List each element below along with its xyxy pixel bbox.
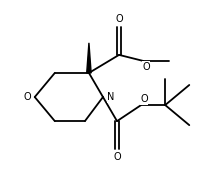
Text: O: O	[140, 94, 148, 104]
Text: N: N	[107, 92, 115, 102]
Text: O: O	[115, 14, 123, 24]
Text: O: O	[142, 62, 150, 72]
Polygon shape	[87, 43, 91, 73]
Text: O: O	[24, 92, 31, 102]
Text: O: O	[113, 152, 121, 162]
